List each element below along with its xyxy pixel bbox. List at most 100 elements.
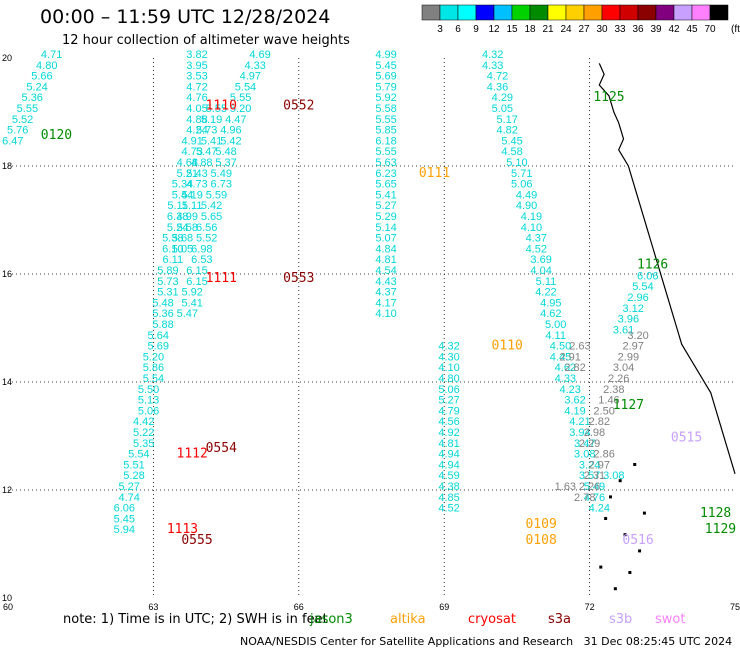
- pass-time-label: 0110: [492, 339, 523, 354]
- wave-height-value: 4.52: [526, 243, 547, 255]
- wave-height-value: 5.22: [133, 427, 154, 439]
- scale-label: 6: [455, 24, 461, 35]
- wave-height-value: 6.10: [162, 243, 183, 255]
- satellite-legend-item: jason3: [310, 612, 353, 627]
- wave-height-value: 4.54: [375, 265, 396, 277]
- wave-height-value: 4.10: [438, 362, 459, 374]
- wave-height-value: 4.92: [438, 427, 459, 439]
- wave-height-value: 6.06: [114, 503, 135, 515]
- pass-time-label: 0120: [41, 128, 72, 143]
- wave-height-value: 5.92: [181, 287, 202, 299]
- wave-height-value: 5.35: [133, 438, 154, 450]
- wave-height-value: 4.76: [186, 92, 207, 104]
- pass-time-label: 0109: [525, 517, 556, 532]
- wave-height-value: 4.69: [249, 49, 270, 61]
- pass-time-label: 1129: [705, 522, 736, 537]
- island-marker: [633, 463, 637, 466]
- wave-height-value: 4.96: [220, 125, 241, 137]
- wave-height-value: 2.31: [584, 470, 605, 482]
- y-tick-label: 12: [2, 485, 12, 495]
- scale-unit: (ft): [731, 24, 740, 35]
- wave-height-value: 2.86: [593, 449, 614, 461]
- scale-label: 21: [542, 24, 554, 35]
- wave-height-value: 3.96: [618, 314, 639, 326]
- wave-height-value: 2.91: [560, 351, 581, 363]
- wave-height-value: 4.97: [240, 71, 261, 83]
- wave-height-value: 5.45: [375, 60, 396, 72]
- wave-height-value: 5.14: [375, 222, 396, 234]
- pass-time-label: 0516: [622, 533, 653, 548]
- wave-height-value: 3.20: [627, 330, 648, 342]
- wave-height-value: 3.61: [613, 324, 634, 336]
- wave-height-value: 5.06: [511, 179, 532, 191]
- wave-height-value: 4.81: [375, 254, 396, 266]
- wave-height-value: 5.42: [220, 135, 241, 147]
- y-tick-label: 14: [2, 377, 12, 387]
- wave-height-value: 5.41: [375, 189, 396, 201]
- scale-label: 18: [524, 24, 536, 35]
- wave-height-value: 4.58: [501, 146, 522, 158]
- wave-height-value: 4.56: [438, 416, 459, 428]
- wave-height-value: 6.18: [375, 135, 396, 147]
- x-tick-label: 66: [294, 602, 304, 612]
- x-tick-label: 75: [730, 602, 740, 612]
- pass-time-label: 0108: [525, 533, 556, 548]
- wave-height-value: 4.37: [526, 233, 547, 245]
- wave-height-value: 5.86: [143, 362, 164, 374]
- wave-height-value: 5.92: [375, 92, 396, 104]
- scale-label: 42: [668, 24, 680, 35]
- wave-height-value: 5.24: [167, 222, 188, 234]
- wave-height-value: 5.28: [123, 470, 144, 482]
- wave-height-value: 5.17: [496, 114, 517, 126]
- wave-height-value: 2.38: [603, 384, 624, 396]
- wave-height-value: 5.68: [172, 233, 193, 245]
- wave-height-value: 4.88: [186, 114, 207, 126]
- wave-height-value: 4.80: [36, 60, 57, 72]
- wave-height-value: 5.50: [138, 384, 159, 396]
- wave-height-value: 5.66: [31, 71, 52, 83]
- scale-label: 15: [506, 24, 518, 35]
- pass-time-label: 1111: [206, 271, 237, 286]
- wave-height-value: 4.84: [375, 243, 396, 255]
- wave-height-value: 6.15: [186, 276, 207, 288]
- island-marker: [623, 533, 627, 537]
- wave-height-value: 4.43: [375, 276, 396, 288]
- wave-height-value: 4.94: [438, 459, 459, 471]
- scale-label: 45: [686, 24, 698, 35]
- wave-height-value: 4.74: [118, 492, 139, 504]
- scale-label: 12: [488, 24, 500, 35]
- wave-height-value: 3.57: [579, 470, 600, 482]
- wave-height-value: 2.97: [623, 341, 644, 353]
- pass-time-label: 0552: [283, 98, 314, 113]
- wave-height-value: 4.95: [540, 297, 561, 309]
- pass-time-label: 1125: [593, 90, 624, 105]
- wave-height-value: 5.36: [22, 92, 43, 104]
- wave-height-value: 4.71: [41, 49, 62, 61]
- wave-height-value: 4.99: [375, 49, 396, 61]
- wave-height-value: 5.34: [172, 179, 193, 191]
- wave-height-value: 5.11: [167, 200, 188, 212]
- scale-label: 39: [650, 24, 662, 35]
- pass-time-label: 0515: [671, 430, 702, 445]
- island-marker: [642, 511, 646, 515]
- wave-height-value: 5.55: [375, 146, 396, 158]
- wave-height-value: 5.13: [138, 395, 159, 407]
- scale-swatch: [709, 4, 729, 21]
- wave-height-value: 5.27: [118, 481, 139, 493]
- wave-height-value: 5.44: [172, 189, 193, 201]
- island-marker: [613, 587, 617, 591]
- pass-time-label: 0555: [181, 533, 212, 548]
- wave-height-value: 2.98: [584, 427, 605, 439]
- wave-height-value: 4.68: [177, 157, 198, 169]
- wave-height-value: 6.38: [167, 211, 188, 223]
- wave-height-value: 5.58: [375, 103, 396, 115]
- wave-height-value: 5.51: [123, 459, 144, 471]
- wave-height-value: 5.36: [152, 308, 173, 320]
- wave-height-value: 5.94: [114, 524, 135, 536]
- wave-height-value: 4.19: [564, 405, 585, 417]
- y-tick-label: 20: [2, 53, 12, 63]
- wave-height-value: 4.33: [244, 60, 265, 72]
- wave-height-value: 4.21: [569, 416, 590, 428]
- wave-height-value: 4.45: [550, 351, 571, 363]
- wave-height-value: 5.69: [148, 341, 169, 353]
